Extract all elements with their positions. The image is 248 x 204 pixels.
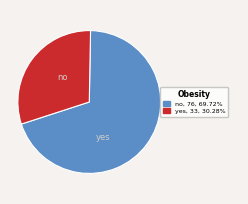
Wedge shape (21, 31, 161, 173)
Wedge shape (18, 31, 91, 124)
Text: no: no (57, 72, 68, 82)
Text: yes: yes (96, 133, 111, 142)
Legend: no, 76, 69.72%, yes, 33, 30.28%: no, 76, 69.72%, yes, 33, 30.28% (160, 87, 228, 117)
